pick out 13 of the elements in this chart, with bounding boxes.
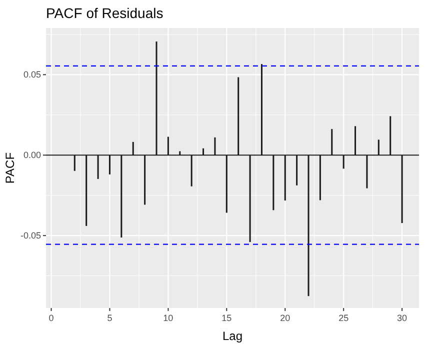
- x-tick-label: 30: [397, 313, 408, 323]
- y-tick-label: -0.05: [20, 230, 41, 241]
- y-tick-label: 0.05: [23, 70, 41, 80]
- x-tick-label: 0: [48, 313, 54, 323]
- x-tick-label: 20: [280, 313, 290, 323]
- x-tick-label: 15: [222, 313, 232, 323]
- chart-title: PACF of Residuals: [46, 5, 164, 21]
- x-tick-label: 5: [107, 313, 112, 323]
- y-axis-title: PACF: [3, 152, 17, 184]
- y-tick-label: 0.00: [23, 150, 41, 160]
- x-axis-title: Lag: [222, 329, 243, 343]
- x-tick-label: 10: [163, 313, 174, 323]
- x-tick-label: 25: [338, 313, 349, 323]
